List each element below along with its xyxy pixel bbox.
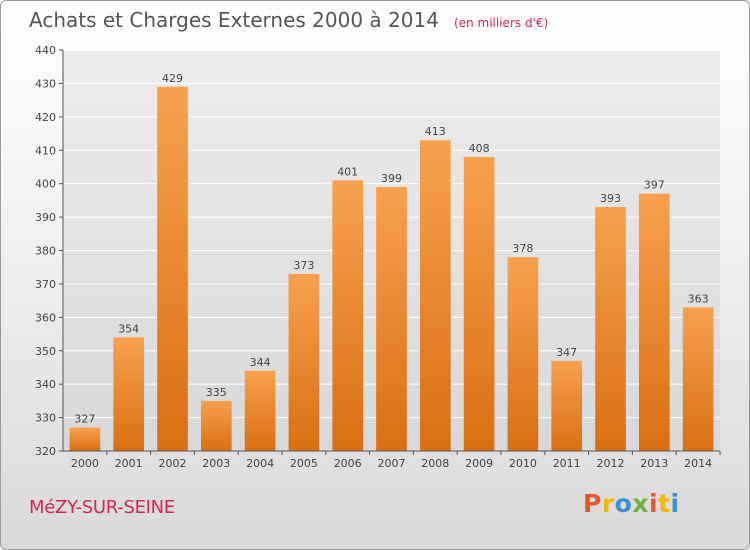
bar bbox=[419, 140, 451, 451]
data-label: 335 bbox=[206, 386, 227, 399]
data-label: 344 bbox=[250, 356, 271, 369]
y-tick-label: 380 bbox=[35, 245, 56, 258]
data-label: 373 bbox=[293, 259, 314, 272]
title-row: Achats et Charges Externes 2000 à 2014 (… bbox=[29, 8, 548, 32]
logo-letter: i bbox=[649, 489, 659, 518]
logo-letter: i bbox=[670, 489, 680, 518]
proxiti-logo: Proxiti bbox=[583, 489, 680, 518]
bar bbox=[288, 273, 320, 451]
bar bbox=[638, 193, 670, 452]
bar bbox=[551, 360, 583, 451]
y-tick-label: 350 bbox=[35, 345, 56, 358]
x-tick-label: 2007 bbox=[378, 457, 406, 470]
y-tick-label: 420 bbox=[35, 111, 56, 124]
x-tick-label: 2005 bbox=[290, 457, 318, 470]
x-tick-label: 2010 bbox=[509, 457, 537, 470]
y-tick-label: 410 bbox=[35, 144, 56, 157]
data-label: 378 bbox=[512, 242, 533, 255]
x-tick-label: 2006 bbox=[334, 457, 362, 470]
logo-letter: x bbox=[632, 489, 649, 518]
data-label: 397 bbox=[644, 179, 665, 192]
data-label: 413 bbox=[425, 125, 446, 138]
x-tick-label: 2013 bbox=[640, 457, 668, 470]
data-label: 401 bbox=[337, 165, 358, 178]
x-tick-label: 2000 bbox=[71, 457, 99, 470]
y-tick-label: 320 bbox=[35, 445, 56, 458]
data-label: 327 bbox=[74, 413, 95, 426]
commune-name: MéZY-SUR-SEINE bbox=[29, 497, 175, 518]
logo-letter: o bbox=[614, 489, 633, 518]
x-tick-label: 2014 bbox=[684, 457, 712, 470]
logo-letter: t bbox=[658, 489, 671, 518]
bar bbox=[200, 400, 232, 451]
y-tick-label: 390 bbox=[35, 211, 56, 224]
x-tick-label: 2011 bbox=[553, 457, 581, 470]
x-tick-label: 2008 bbox=[421, 457, 449, 470]
chart-title: Achats et Charges Externes 2000 à 2014 bbox=[29, 8, 439, 32]
bar bbox=[595, 207, 626, 451]
data-label: 393 bbox=[600, 192, 621, 205]
bar bbox=[463, 156, 495, 451]
x-tick-label: 2009 bbox=[465, 457, 493, 470]
y-tick-label: 370 bbox=[35, 278, 56, 291]
bars bbox=[69, 86, 714, 452]
bar bbox=[69, 427, 101, 451]
y-tick-label: 330 bbox=[35, 412, 56, 425]
data-label: 347 bbox=[556, 346, 577, 359]
axes: 320 330 340 350 360 370 380 390 400 410 420 430 440 2… bbox=[35, 44, 721, 470]
x-tick-label: 2004 bbox=[246, 457, 274, 470]
y-tick-label: 430 bbox=[35, 77, 56, 90]
x-tick-label: 2003 bbox=[202, 457, 230, 470]
chart-subtitle: (en milliers d'€) bbox=[454, 16, 549, 30]
x-tick-label: 2002 bbox=[159, 457, 187, 470]
x-tick-label: 2001 bbox=[115, 457, 143, 470]
bar bbox=[332, 180, 364, 451]
bar bbox=[244, 370, 276, 451]
logo-letter: P bbox=[583, 489, 602, 518]
data-label: 354 bbox=[118, 322, 139, 335]
y-tick-label: 340 bbox=[35, 378, 56, 391]
data-label: 363 bbox=[688, 292, 709, 305]
bar bbox=[376, 187, 407, 451]
logo-letter: r bbox=[601, 489, 615, 518]
bar bbox=[682, 307, 714, 451]
y-tick-label: 360 bbox=[35, 311, 56, 324]
bar bbox=[113, 337, 145, 451]
x-tick-label: 2012 bbox=[597, 457, 625, 470]
value-labels: 327 354 429 335 344 373 401 399 413 408 378 347 393 3… bbox=[74, 72, 708, 426]
data-label: 408 bbox=[469, 142, 490, 155]
bar bbox=[157, 86, 188, 451]
y-tick-label: 440 bbox=[35, 44, 56, 57]
y-tick-label: 400 bbox=[35, 178, 56, 191]
bar bbox=[507, 257, 539, 451]
data-label: 399 bbox=[381, 172, 402, 185]
data-label: 429 bbox=[162, 72, 183, 85]
